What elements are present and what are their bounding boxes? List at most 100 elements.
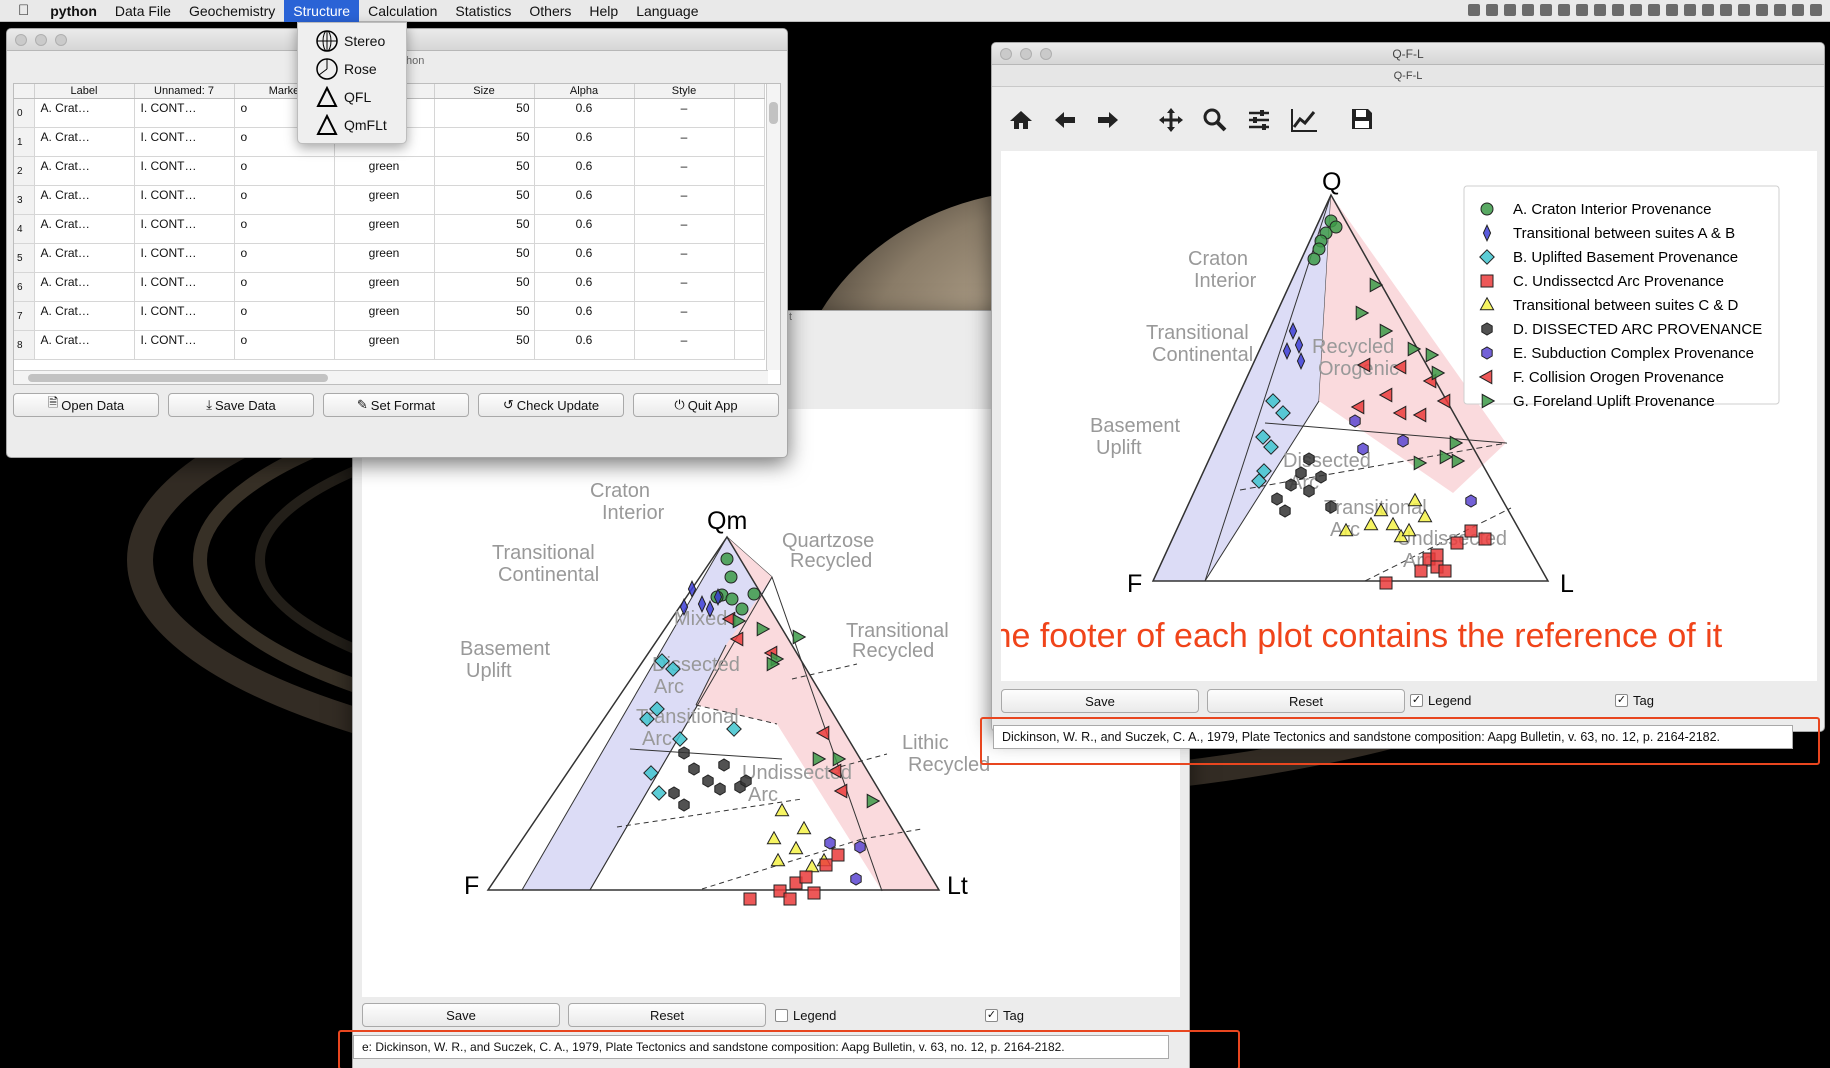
minimize-button[interactable]	[35, 34, 47, 46]
cell-style[interactable]: –	[634, 127, 735, 157]
configure-icon[interactable]	[1246, 107, 1272, 133]
cell-style[interactable]: –	[634, 301, 735, 331]
cell-label[interactable]: A. Crat…	[34, 272, 135, 302]
menu-calculation[interactable]: Calculation	[356, 2, 437, 19]
menu-data-file[interactable]: Data File	[103, 2, 171, 19]
col-header-size[interactable]: Size	[434, 84, 535, 99]
cell-alpha[interactable]: 0.6	[534, 127, 635, 157]
legend-check-box[interactable]	[775, 1009, 788, 1022]
tag-check-box[interactable]: ✓	[1615, 694, 1628, 707]
legend-check-box[interactable]: ✓	[1410, 694, 1423, 707]
table-row[interactable]: 8 A. Crat… I. CONT… o green 50 0.6–	[14, 330, 765, 360]
cell-style[interactable]: –	[634, 272, 735, 302]
set-format-button[interactable]: ✎ Set Format	[323, 393, 469, 417]
zoom-icon[interactable]	[1202, 107, 1228, 133]
cell-style[interactable]: –	[634, 98, 735, 128]
check-update-button[interactable]: ↺ Check Update	[478, 393, 624, 417]
close-button[interactable]	[1000, 48, 1012, 60]
menu-geochemistry[interactable]: Geochemistry	[177, 2, 275, 19]
quit-app-button[interactable]: ⏻ Quit App	[633, 393, 779, 417]
cell-color[interactable]: green	[334, 330, 435, 360]
vertical-scrollbar[interactable]	[766, 84, 780, 370]
menu-item-stereo[interactable]: Stereo	[298, 27, 406, 55]
menu-item-qfl[interactable]: QFL	[298, 83, 406, 111]
cell-marker[interactable]: o	[234, 243, 335, 273]
qfl-tag-checkbox[interactable]: ✓ Tag	[1615, 693, 1654, 708]
cell-size[interactable]: 50	[434, 330, 535, 360]
tag-check-box[interactable]: ✓	[985, 1009, 998, 1022]
col-header-unnamed[interactable]: Unnamed: 7	[134, 84, 235, 99]
table-row[interactable]: 3 A. Crat… I. CONT… o green 50 0.6–	[14, 185, 765, 215]
cell-empty[interactable]	[734, 214, 765, 244]
cell-empty[interactable]	[734, 243, 765, 273]
zoom-button[interactable]	[55, 34, 67, 46]
cell-unnamed[interactable]: I. CONT…	[134, 156, 235, 186]
cell-alpha[interactable]: 0.6	[534, 330, 635, 360]
cell-color[interactable]: green	[334, 301, 435, 331]
cell-empty[interactable]	[734, 301, 765, 331]
menu-others[interactable]: Others	[518, 2, 571, 19]
minimize-button[interactable]	[1020, 48, 1032, 60]
menu-item-rose[interactable]: Rose	[298, 55, 406, 83]
cell-marker[interactable]: o	[234, 272, 335, 302]
qfl-reset-button[interactable]: Reset	[1207, 689, 1405, 713]
cell-color[interactable]: green	[334, 156, 435, 186]
save-data-button[interactable]: ⤓ Save Data	[168, 393, 314, 417]
cell-size[interactable]: 50	[434, 156, 535, 186]
cell-unnamed[interactable]: I. CONT…	[134, 330, 235, 360]
cell-empty[interactable]	[734, 98, 765, 128]
row-index[interactable]: 3	[14, 185, 35, 215]
row-index[interactable]: 5	[14, 243, 35, 273]
cell-marker[interactable]: o	[234, 185, 335, 215]
row-index[interactable]: 2	[14, 156, 35, 186]
row-index[interactable]: 0	[14, 98, 35, 128]
cell-marker[interactable]: o	[234, 301, 335, 331]
row-index[interactable]: 4	[14, 214, 35, 244]
cell-style[interactable]: –	[634, 156, 735, 186]
col-header-alpha[interactable]: Alpha	[534, 84, 635, 99]
table-row[interactable]: 2 A. Crat… I. CONT… o green 50 0.6–	[14, 156, 765, 186]
forward-icon[interactable]	[1095, 109, 1121, 131]
cell-style[interactable]: –	[634, 330, 735, 360]
qfl-legend-checkbox[interactable]: ✓ Legend	[1410, 693, 1471, 708]
cell-alpha[interactable]: 0.6	[534, 185, 635, 215]
cell-style[interactable]: –	[634, 185, 735, 215]
row-index[interactable]: 1	[14, 127, 35, 157]
cell-label[interactable]: A. Crat…	[34, 301, 135, 331]
qmflt-tag-checkbox[interactable]: ✓ Tag	[985, 1008, 1024, 1023]
qfl-reference-field[interactable]: Dickinson, W. R., and Suczek, C. A., 197…	[993, 725, 1793, 749]
cell-color[interactable]: green	[334, 185, 435, 215]
cell-unnamed[interactable]: I. CONT…	[134, 127, 235, 157]
close-button[interactable]	[15, 34, 27, 46]
cell-unnamed[interactable]: I. CONT…	[134, 185, 235, 215]
cell-unnamed[interactable]: I. CONT…	[134, 98, 235, 128]
cell-size[interactable]: 50	[434, 243, 535, 273]
back-icon[interactable]	[1052, 109, 1078, 131]
cell-size[interactable]: 50	[434, 98, 535, 128]
table-row[interactable]: 6 A. Crat… I. CONT… o green 50 0.6–	[14, 272, 765, 302]
cell-color[interactable]: green	[334, 214, 435, 244]
row-index[interactable]: 6	[14, 272, 35, 302]
cell-style[interactable]: –	[634, 214, 735, 244]
horizontal-scrollbar[interactable]	[14, 370, 768, 384]
cell-label[interactable]: A. Crat…	[34, 156, 135, 186]
cell-label[interactable]: A. Crat…	[34, 185, 135, 215]
cell-alpha[interactable]: 0.6	[534, 214, 635, 244]
cell-alpha[interactable]: 0.6	[534, 272, 635, 302]
app-menu[interactable]: python	[39, 2, 97, 19]
cell-alpha[interactable]: 0.6	[534, 301, 635, 331]
qmflt-legend-checkbox[interactable]: Legend	[775, 1008, 836, 1023]
cell-color[interactable]: green	[334, 272, 435, 302]
menu-structure[interactable]: Structure	[284, 0, 360, 22]
cell-marker[interactable]: o	[234, 330, 335, 360]
qmflt-save-button[interactable]: Save	[362, 1003, 560, 1027]
open-data-button[interactable]: 🗎 Open Data	[13, 393, 159, 417]
cell-alpha[interactable]: 0.6	[534, 243, 635, 273]
cell-alpha[interactable]: 0.6	[534, 98, 635, 128]
cell-unnamed[interactable]: I. CONT…	[134, 243, 235, 273]
qfl-save-button[interactable]: Save	[1001, 689, 1199, 713]
cell-label[interactable]: A. Crat…	[34, 127, 135, 157]
table-row[interactable]: 4 A. Crat… I. CONT… o green 50 0.6–	[14, 214, 765, 244]
table-row[interactable]: 7 A. Crat… I. CONT… o green 50 0.6–	[14, 301, 765, 331]
edit-axis-icon[interactable]	[1290, 107, 1318, 133]
